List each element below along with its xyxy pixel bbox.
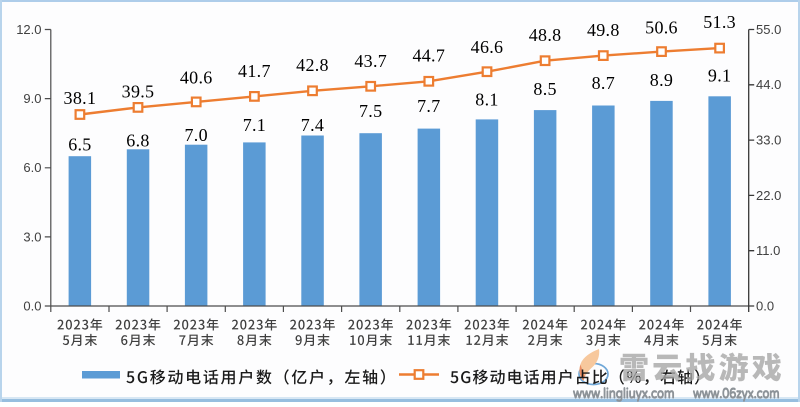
- svg-text:49.8: 49.8: [587, 20, 620, 40]
- svg-text:0.0: 0.0: [756, 298, 774, 313]
- svg-text:22.0: 22.0: [756, 188, 781, 203]
- svg-text:50.6: 50.6: [645, 17, 678, 37]
- svg-text:11.0: 11.0: [756, 243, 780, 258]
- svg-text:8.9: 8.9: [650, 70, 673, 90]
- svg-text:33.0: 33.0: [756, 133, 781, 148]
- svg-text:9.1: 9.1: [708, 66, 731, 86]
- svg-text:8.5: 8.5: [533, 79, 556, 99]
- svg-text:39.5: 39.5: [122, 81, 155, 101]
- svg-text:6.8: 6.8: [126, 131, 149, 151]
- svg-text:46.6: 46.6: [471, 37, 504, 57]
- svg-text:51.3: 51.3: [703, 12, 736, 32]
- svg-text:8.7: 8.7: [592, 73, 615, 93]
- svg-text:6.5: 6.5: [68, 135, 91, 155]
- svg-text:42.8: 42.8: [296, 55, 329, 75]
- svg-text:3.0: 3.0: [23, 229, 41, 244]
- svg-text:7.0: 7.0: [184, 125, 207, 145]
- svg-text:0.0: 0.0: [23, 298, 41, 313]
- svg-text:55.0: 55.0: [756, 22, 781, 37]
- svg-text:8.1: 8.1: [475, 90, 498, 110]
- svg-text:38.1: 38.1: [64, 88, 97, 108]
- svg-text:6.0: 6.0: [23, 160, 41, 175]
- svg-text:48.8: 48.8: [529, 25, 562, 45]
- svg-text:44.7: 44.7: [412, 46, 445, 66]
- svg-text:7.1: 7.1: [243, 115, 266, 135]
- svg-text:7.5: 7.5: [359, 101, 382, 121]
- svg-text:40.6: 40.6: [180, 67, 213, 87]
- svg-text:7.7: 7.7: [417, 96, 440, 116]
- svg-text:44.0: 44.0: [756, 77, 781, 92]
- svg-text:9.0: 9.0: [23, 91, 41, 106]
- svg-text:41.7: 41.7: [238, 61, 271, 81]
- svg-text:7.4: 7.4: [301, 115, 324, 135]
- svg-text:43.7: 43.7: [354, 51, 387, 71]
- svg-text:12.0: 12.0: [16, 22, 41, 37]
